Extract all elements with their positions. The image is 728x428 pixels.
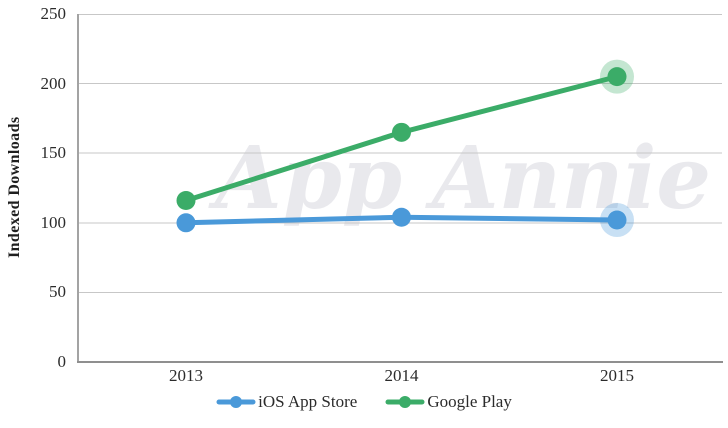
line-dot-marker-icon <box>385 396 425 408</box>
legend-item-google-play[interactable]: Google Play <box>385 392 512 412</box>
data-point-ios-app-store-2015[interactable] <box>607 210 627 230</box>
y-axis-tick-label: 200 <box>40 73 67 93</box>
y-axis-tick-label: 250 <box>40 4 67 23</box>
x-axis-line <box>77 361 723 363</box>
data-point-google-play-2013[interactable] <box>176 191 196 211</box>
legend-item-ios-app-store[interactable]: iOS App Store <box>216 392 357 412</box>
x-axis-tick-label: 2015 <box>600 366 634 385</box>
plot-area <box>79 14 722 293</box>
legend-label: iOS App Store <box>258 392 358 411</box>
y-axis-tick-label: 0 <box>57 352 67 371</box>
x-axis-tick-label: 2013 <box>169 366 203 385</box>
data-point-google-play-2015[interactable] <box>607 67 627 87</box>
legend: iOS App Store Google Play <box>0 392 728 412</box>
y-axis-tick-label: 50 <box>49 282 66 302</box>
legend-label: Google Play <box>427 392 512 411</box>
y-axis-tick-label: 150 <box>40 143 67 163</box>
line-dot-marker-icon <box>216 396 256 408</box>
x-axis-tick-label: 2014 <box>384 366 419 385</box>
y-axis-tick-labels: 0 50 100 150 200 250 <box>0 0 67 428</box>
data-point-ios-app-store-2013[interactable] <box>176 213 196 233</box>
y-axis-line <box>77 14 79 363</box>
data-point-google-play-2014[interactable] <box>392 122 411 142</box>
y-axis-tick-label: 100 <box>40 212 67 232</box>
data-point-ios-app-store-2014[interactable] <box>392 207 411 227</box>
watermark: App Annie <box>215 128 712 229</box>
